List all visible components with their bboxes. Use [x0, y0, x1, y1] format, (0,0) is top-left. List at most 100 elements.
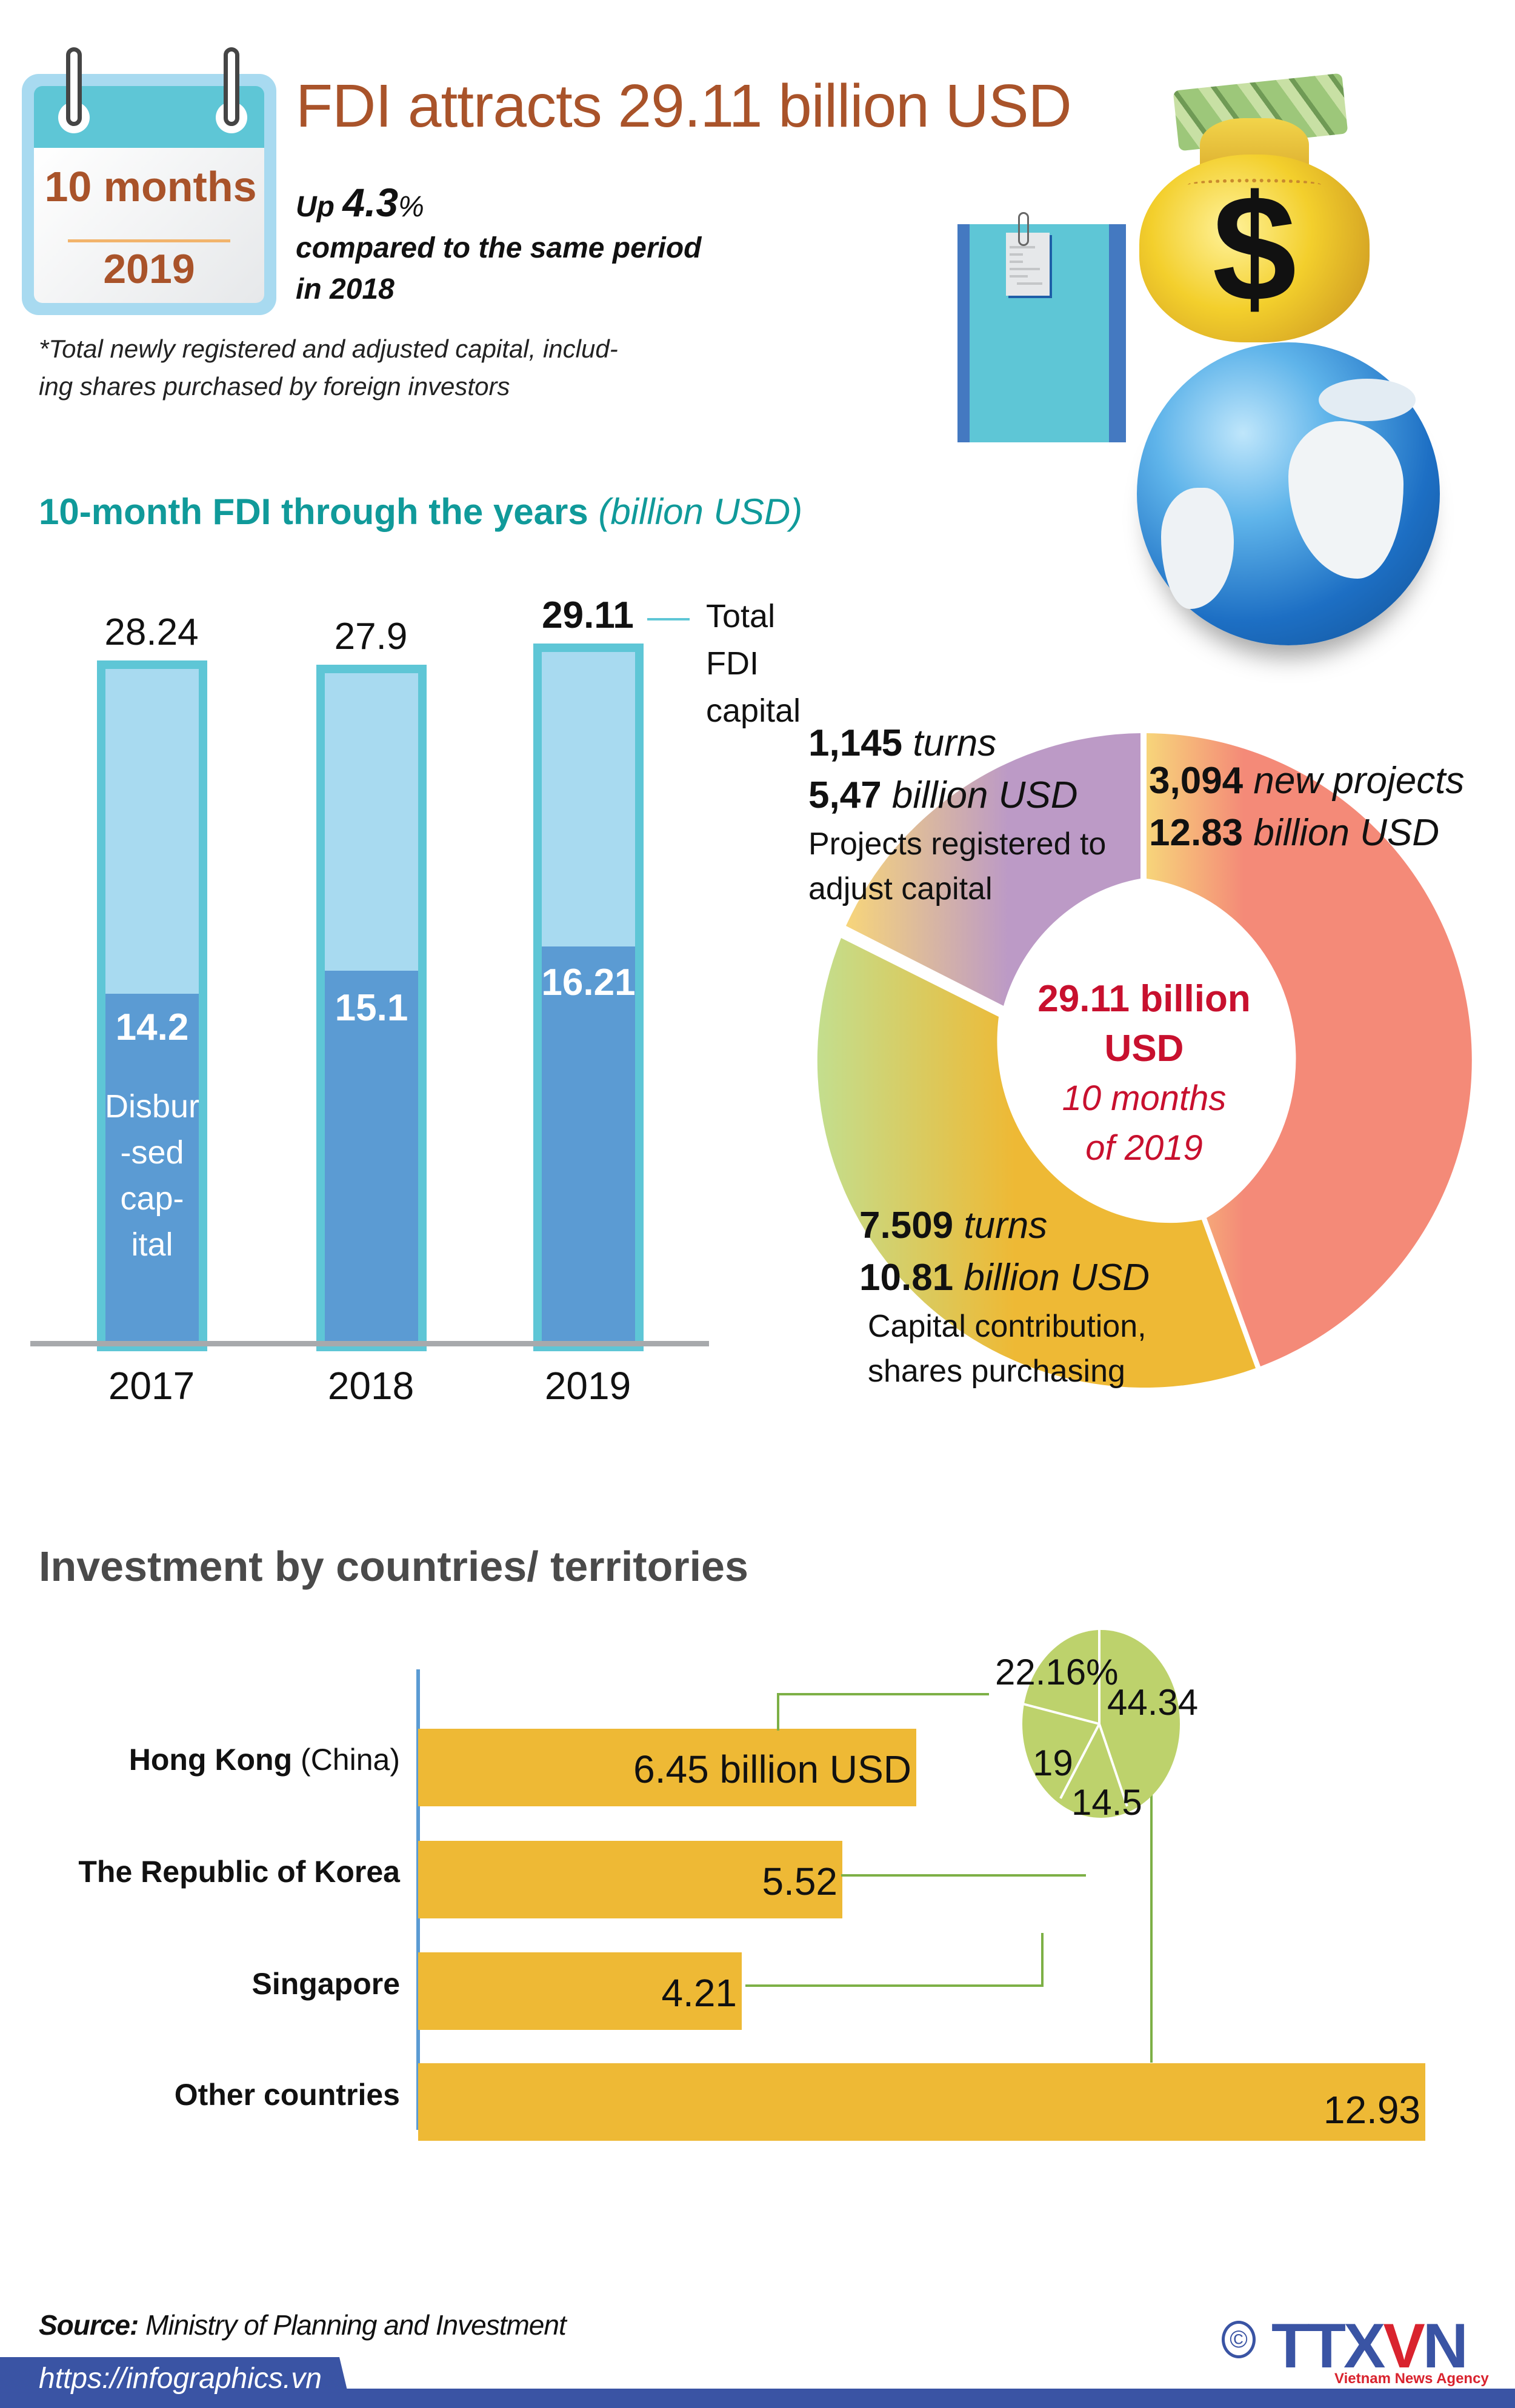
- bar-disbursed-fill: [105, 994, 199, 1343]
- url-tab: [0, 2357, 351, 2408]
- section-title-fdi-years: 10-month FDI through the years (billion …: [39, 491, 802, 533]
- logo-text: TTX: [1271, 2311, 1385, 2381]
- fdi-bar-chart: 28.24 14.2 Disbur -sed cap- ital 2017 27…: [0, 582, 801, 1442]
- country-bar-hong-kong: 6.45 billion USD: [418, 1729, 916, 1806]
- logo-text: N: [1422, 2311, 1468, 2381]
- segment-label-adjust-capital: 1,145 turns 5,47 billion USD Projects re…: [808, 717, 1106, 911]
- donut-center-period: 10 months: [1062, 1079, 1227, 1118]
- bar-disbursed-fill: [325, 971, 418, 1343]
- country-bar-value: 12.93: [1323, 2088, 1420, 2132]
- year-label-2018: 2018: [327, 1364, 415, 1408]
- segment-amount: 10.81: [859, 1257, 954, 1299]
- source-credit: Source: Ministry of Planning and Investm…: [39, 2309, 567, 2341]
- bar-disbursed-value: 14.2: [115, 1006, 189, 1048]
- pie-label-other: 44.34: [1107, 1682, 1199, 1723]
- country-name: Hong Kong: [128, 1743, 293, 1777]
- pie-label-hk: 22.16%: [995, 1652, 1119, 1692]
- calendar-period: 10 months: [44, 163, 257, 210]
- footnote-line2: ing shares purchased by foreign investor…: [39, 372, 510, 401]
- bar-disbursed-value: 16.21: [541, 962, 636, 1003]
- calendar-year: 2019: [103, 246, 195, 292]
- fdi-donut-chart: 29.11 billion USD 10 months of 2019 3,09…: [808, 722, 1492, 1389]
- leader-line-korea: [841, 1874, 1086, 1877]
- logo-tagline: Vietnam News Agency: [1334, 2370, 1489, 2387]
- website-link[interactable]: https://infographics.vn: [39, 2363, 322, 2395]
- total-caption-line: capital: [706, 693, 801, 729]
- total-leader-line: [647, 618, 690, 620]
- copyright-icon: ©: [1222, 2321, 1256, 2358]
- bar-total-value: 29.11: [542, 594, 634, 636]
- x-axis-line: [30, 1341, 709, 1346]
- segment-label-capital-contribution: 7.509 turns 10.81 billion USD Capital co…: [859, 1200, 1150, 1394]
- bar-total-value: 28.24: [104, 611, 199, 653]
- bar-total-value: 27.9: [334, 616, 408, 657]
- section-title-countries: Investment by countries/ territories: [39, 1543, 748, 1590]
- total-caption-line: FDI: [706, 645, 759, 682]
- bar-disbursed-value: 15.1: [335, 987, 408, 1029]
- country-label-hong-kong: Hong Kong (China): [129, 1742, 400, 1777]
- segment-desc: Capital contribution,: [868, 1309, 1147, 1344]
- country-bar-singapore: 4.21: [418, 1952, 742, 2030]
- total-caption-line: Total: [706, 598, 776, 634]
- segment-count-unit: turns: [902, 722, 997, 764]
- leader-line-hk: [777, 1693, 989, 1695]
- segment-amount: 12.83: [1149, 812, 1244, 854]
- donut-center-year: of 2019: [1085, 1128, 1203, 1168]
- source-label: Source:: [39, 2309, 139, 2341]
- segment-amount-unit: billion USD: [953, 1257, 1150, 1299]
- country-bar-value: 4.21: [661, 1971, 737, 2015]
- calendar-icon: 10 months 2019: [22, 36, 279, 315]
- country-bar-other: 12.93: [418, 2063, 1425, 2141]
- segment-count: 7.509: [859, 1205, 954, 1246]
- growth-statement: Up 4.3% compared to the same period in 2…: [296, 182, 702, 310]
- donut-segment-capital-contribution: [817, 938, 1256, 1388]
- section-title-text: 10-month FDI through the years: [39, 491, 588, 532]
- calendar-ring: [66, 47, 82, 126]
- segment-desc: Projects registered to: [808, 827, 1107, 862]
- year-label-2019: 2019: [544, 1364, 631, 1408]
- ttxvn-logo: © TTXVN Vietnam News Agency: [1222, 2315, 1489, 2387]
- logo-wordmark: TTXVN: [1271, 2315, 1468, 2378]
- footnote: *Total newly registered and adjusted cap…: [39, 330, 718, 405]
- leader-line-hk: [777, 1693, 779, 1731]
- bar-2019: [533, 644, 644, 1351]
- country-label-other: Other countries: [174, 2078, 400, 2112]
- segment-count-unit: turns: [953, 1205, 1048, 1246]
- donut-segment-adjust-capital: [846, 733, 1140, 1006]
- segment-amount: 5,47: [808, 774, 882, 816]
- total-fdi-caption: Total FDI capital: [706, 593, 801, 734]
- logo-text-v: V: [1383, 2311, 1425, 2381]
- section-title-unit: (billion USD): [588, 491, 803, 532]
- bag-rope: [1188, 179, 1321, 191]
- country-name-suffix: (China): [292, 1743, 400, 1777]
- segment-amount-unit: billion USD: [881, 774, 1078, 816]
- growth-line1: Up 4.3%: [296, 182, 702, 228]
- leader-line-other: [1150, 1692, 1153, 2063]
- growth-prefix: Up: [296, 191, 343, 223]
- growth-line2: compared to the same period: [296, 232, 702, 264]
- pie-label-korea: 19: [1033, 1743, 1073, 1783]
- footnote-line1: *Total newly registered and adjusted cap…: [39, 334, 618, 363]
- disbursed-caption-line: -sed: [120, 1134, 184, 1171]
- segment-desc: shares purchasing: [868, 1354, 1125, 1389]
- bar-disbursed-fill: [542, 946, 635, 1343]
- growth-value: 4.3: [342, 180, 399, 225]
- disbursed-caption-line: cap-: [120, 1180, 184, 1217]
- calendar-ring: [224, 47, 239, 126]
- pie-svg: [1022, 1630, 1180, 1818]
- calendar-divider: [68, 239, 230, 242]
- segment-label-new-projects: 3,094 new projects 12.83 billion USD: [1149, 755, 1464, 859]
- donut-center-amount: 29.11 billion: [1037, 978, 1251, 1020]
- money-bag-icon: $: [1133, 73, 1376, 342]
- segment-count-unit: new projects: [1243, 760, 1465, 802]
- segment-amount-unit: billion USD: [1243, 812, 1440, 854]
- leader-line-singapore: [745, 1984, 1044, 1987]
- donut-center-currency: USD: [1104, 1028, 1184, 1069]
- source-text: Ministry of Planning and Investment: [138, 2309, 567, 2341]
- segment-desc: adjust capital: [808, 871, 993, 906]
- year-label-2017: 2017: [108, 1364, 195, 1408]
- disbursed-caption-line: ital: [131, 1226, 173, 1263]
- pie-label-singapore: 14.5: [1071, 1782, 1142, 1823]
- globe-icon: [1137, 342, 1440, 645]
- country-label-korea: The Republic of Korea: [78, 1855, 400, 1889]
